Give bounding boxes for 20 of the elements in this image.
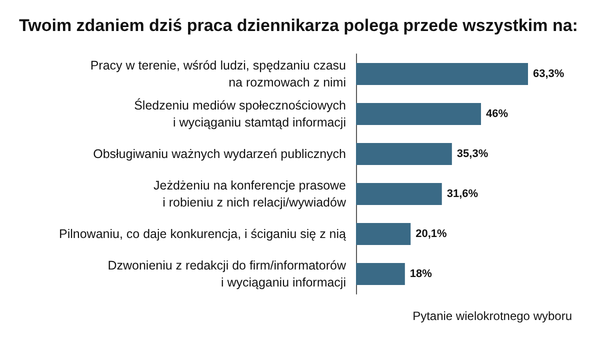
bar: [356, 143, 452, 165]
data-label: 18%: [410, 268, 432, 280]
data-label: 63,3%: [533, 68, 564, 80]
data-label: 20,1%: [416, 228, 448, 240]
y-tick-label: Śledzeniu mediów społecznościowych i wyciąganiu stamtąd informacji: [134, 98, 346, 130]
text: Pytanie wielokrotnego wyboru: [412, 309, 572, 323]
y-tick-label: Pracy w terenie, wśród ludzi, spędzaniu czasu na rozmowach z nimi: [90, 58, 346, 90]
bar: [356, 103, 481, 125]
bar: [356, 223, 411, 245]
bar: [356, 63, 528, 85]
bar: [356, 263, 405, 285]
data-label: 35,3%: [456, 148, 488, 160]
data-label: 46%: [486, 108, 508, 120]
bar: [356, 183, 442, 205]
chart-title: Twoim zdaniem dziś praca dziennikarza polega przede wszystkim na:: [19, 16, 578, 35]
y-tick-label: Dzwonieniu z redakcji do firm/informatorów i wyciąganiu informacji: [108, 258, 347, 290]
y-tick-label: Obsługiwaniu ważnych wydarzeń publicznych: [93, 147, 346, 161]
y-tick-label: Jeżdżeniu na konferencje prasowe i robieniu z nich relacji/wywiadów: [154, 178, 347, 210]
data-label: 31,6%: [446, 188, 478, 200]
y-tick-label: Pilnowaniu, co daje konkurencja, i ściganiu się z nią: [59, 227, 346, 241]
